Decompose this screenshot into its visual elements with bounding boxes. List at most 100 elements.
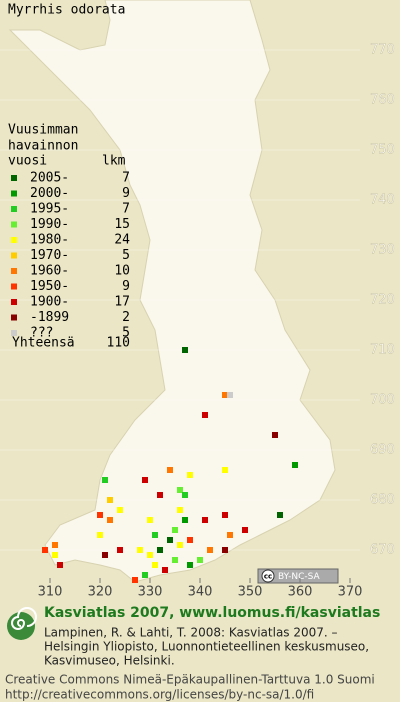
occurrence-square [177, 507, 183, 513]
legend-swatch [11, 190, 17, 197]
title: Myrrhis odorata [8, 3, 125, 18]
occurrence-square [157, 547, 163, 553]
occurrence-square [187, 562, 193, 568]
legend-swatch [11, 314, 17, 321]
legend-label: 1900- [30, 295, 69, 310]
legend-count: 7 [122, 202, 130, 217]
occurrence-square [222, 512, 228, 518]
occurrence-square [177, 487, 183, 493]
occurrence-square [42, 547, 48, 553]
legend-count: 5 [122, 248, 130, 263]
badge-text: BY-NC-SA [278, 572, 321, 582]
occurrence-square [52, 552, 58, 558]
license-badge: cc BY-NC-SA [257, 568, 339, 584]
occurrence-square [167, 467, 173, 473]
x-tick-label: 330 [138, 585, 163, 600]
legend-swatch [11, 268, 17, 274]
legend-count: 24 [114, 233, 130, 248]
legend-swatch [11, 330, 17, 336]
occurrence-square [102, 477, 108, 483]
occurrence-square [102, 552, 108, 558]
y-tick-label: 720 [370, 293, 395, 308]
y-tick-label: 690 [370, 443, 395, 458]
occurrence-square [197, 557, 203, 563]
occurrence-square [172, 557, 178, 563]
legend-heading: vuosi [8, 154, 47, 169]
occurrence-square [277, 512, 283, 518]
occurrence-square [97, 532, 103, 538]
occurrence-square [107, 497, 113, 503]
badge-icon: cc [264, 573, 272, 581]
occurrence-square [187, 537, 193, 543]
occurrence-square [142, 572, 148, 578]
occurrence-square [222, 467, 228, 473]
legend-label: 1970- [30, 248, 69, 263]
y-tick-label: 680 [370, 493, 395, 508]
occurrence-square [202, 412, 208, 418]
occurrence-square [207, 547, 213, 553]
occurrence-square [57, 562, 63, 568]
legend-total-label: Yhteensä [12, 336, 75, 351]
legend-label: 1960- [30, 264, 69, 279]
x-tick-label: 360 [288, 585, 313, 600]
license-line: Creative Commons Nimeä-Epäkaupallinen-Ta… [5, 673, 375, 687]
legend-label: 1990- [30, 217, 69, 232]
y-tick-label: 670 [370, 543, 395, 558]
legend-count: 7 [122, 171, 130, 186]
finland-outline [8, 0, 336, 583]
legend-count: 2 [122, 310, 130, 325]
legend-swatch [11, 299, 17, 305]
y-tick-label: 710 [370, 343, 395, 358]
occurrence-square [222, 547, 228, 553]
legend-heading: havainnon [8, 139, 78, 154]
badge-circle [261, 569, 275, 583]
occurrence-square [182, 517, 188, 523]
legend-heading: Vuusimman [8, 123, 78, 138]
legend-label: 2000- [30, 186, 69, 201]
occurrence-square [132, 577, 138, 583]
logo [7, 607, 37, 640]
occurrence-square [157, 492, 163, 498]
occurrence-square [182, 492, 188, 498]
occurrence-square [147, 517, 153, 523]
citation-line: Lampinen, R. & Lahti, T. 2008: Kasviatla… [44, 626, 338, 640]
y-tick-label: 740 [370, 193, 395, 208]
legend-label: 1950- [30, 279, 69, 294]
occurrence-square [202, 517, 208, 523]
x-tick-label: 310 [38, 585, 63, 600]
y-tick-label: 750 [370, 143, 395, 158]
legend-count: 9 [122, 279, 130, 294]
x-tick-label: 350 [238, 585, 263, 600]
legend-count: 9 [122, 186, 130, 201]
occurrence-square [272, 432, 278, 438]
occurrence-square [137, 547, 143, 553]
occurrence-square [152, 532, 158, 538]
occurrence-square [222, 392, 228, 398]
x-tick-label: 340 [188, 585, 213, 600]
y-tick-label: 700 [370, 393, 395, 408]
legend-count: 15 [114, 217, 130, 232]
occurrence-square [97, 512, 103, 518]
legend-swatch [11, 206, 17, 212]
legend-label: 1995- [30, 202, 69, 217]
occurrence-square [152, 562, 158, 568]
legend-swatch [11, 283, 17, 290]
occurrence-square [292, 462, 298, 468]
occurrence-square [227, 392, 233, 398]
y-tick-label: 760 [370, 93, 395, 108]
occurrence-square [167, 537, 173, 543]
citation-line: Helsingin Yliopisto, Luonnontieteellinen… [44, 640, 369, 654]
occurrence-square [187, 472, 193, 478]
occurrence-square [107, 517, 113, 523]
legend-swatch [11, 237, 17, 243]
legend-swatch [11, 175, 17, 181]
occurrence-square [52, 542, 58, 548]
occurrence-square [182, 347, 188, 353]
legend-label: ??? [30, 326, 53, 341]
legend-label: 1980- [30, 233, 69, 248]
badge-box [257, 568, 339, 584]
x-tick-label: 320 [88, 585, 113, 600]
occurrence-square [147, 552, 153, 558]
